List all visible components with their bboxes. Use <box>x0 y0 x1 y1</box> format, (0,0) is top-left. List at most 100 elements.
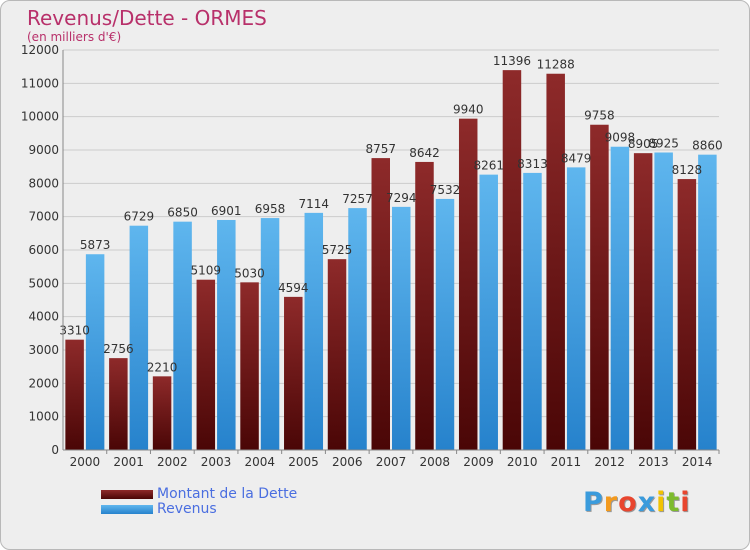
bar-dette <box>677 179 697 451</box>
data-label-dette: 8905 <box>628 137 659 151</box>
data-label-revenus: 6729 <box>124 210 155 224</box>
data-label-dette: 5725 <box>322 243 353 257</box>
data-label-dette: 9940 <box>453 103 484 117</box>
bar-revenus <box>392 206 411 450</box>
bar-dette <box>240 282 259 450</box>
legend-swatch-debt <box>101 490 153 499</box>
chart-subtitle: (en milliers d'€) <box>27 30 122 44</box>
bar-dette <box>371 158 390 450</box>
bar-revenus <box>698 154 717 450</box>
bar-dette <box>152 376 172 450</box>
bar-revenus <box>304 212 324 450</box>
bar-revenus <box>610 146 630 450</box>
x-tick-label: 2014 <box>682 455 713 469</box>
data-label-revenus: 7257 <box>342 192 373 206</box>
bar-revenus <box>566 167 586 450</box>
bar-dette <box>109 358 128 450</box>
x-tick-label: 2004 <box>245 455 276 469</box>
data-label-revenus: 8860 <box>692 139 723 153</box>
bar-dette <box>633 153 653 450</box>
x-tick-label: 2005 <box>288 455 319 469</box>
data-label-dette: 8757 <box>365 142 396 156</box>
x-tick-label: 2003 <box>201 455 232 469</box>
data-label-dette: 11288 <box>537 58 575 72</box>
y-tick-label: 0 <box>51 443 59 457</box>
y-tick-label: 1000 <box>28 410 59 424</box>
data-label-dette: 5030 <box>234 266 265 280</box>
logo-letter: i <box>680 487 691 518</box>
y-tick-label: 2000 <box>28 376 59 390</box>
bar-dette <box>502 70 522 450</box>
bar-revenus <box>479 174 498 450</box>
data-label-revenus: 8479 <box>561 151 592 165</box>
logo-letter: o <box>618 487 638 518</box>
logo-letter: P <box>583 487 604 518</box>
x-tick-label: 2009 <box>463 455 494 469</box>
data-label-revenus: 5873 <box>80 238 111 252</box>
data-label-dette: 5109 <box>191 264 222 278</box>
data-label-dette: 8128 <box>672 163 703 177</box>
data-label-dette: 4594 <box>278 281 309 295</box>
x-tick-label: 2012 <box>594 455 625 469</box>
data-label-revenus: 6958 <box>255 202 286 216</box>
bar-revenus <box>348 208 367 450</box>
legend-label-debt: Montant de la Dette <box>157 486 298 502</box>
data-label-dette: 2756 <box>103 342 134 356</box>
data-label-revenus: 6901 <box>211 204 242 218</box>
bar-dette <box>458 118 478 451</box>
legend-item-debt: Montant de la Dette <box>101 486 401 503</box>
y-tick-label: 8000 <box>28 176 59 190</box>
x-tick-label: 2001 <box>113 455 144 469</box>
bar-revenus <box>217 219 236 450</box>
proxiti-logo: Proxiti <box>583 487 691 518</box>
logo-letter: i <box>656 487 667 518</box>
bar-revenus <box>435 198 455 450</box>
data-label-revenus: 7114 <box>299 197 330 211</box>
data-label-dette: 9758 <box>584 109 615 123</box>
x-tick-label: 2013 <box>638 455 669 469</box>
y-tick-label: 7000 <box>28 210 59 224</box>
bar-revenus <box>260 218 280 450</box>
data-label-revenus: 7294 <box>386 191 417 205</box>
x-tick-label: 2006 <box>332 455 363 469</box>
y-tick-label: 12000 <box>21 43 59 57</box>
bar-revenus <box>654 152 673 450</box>
bar-dette <box>65 339 84 450</box>
data-label-dette: 11396 <box>493 54 531 68</box>
bar-revenus <box>173 221 192 450</box>
bar-dette <box>284 296 303 450</box>
bar-revenus <box>85 254 105 450</box>
data-label-revenus: 6850 <box>167 206 198 220</box>
x-tick-label: 2002 <box>157 455 188 469</box>
data-label-dette: 2210 <box>147 360 178 374</box>
logo-letter: x <box>637 487 657 518</box>
bar-revenus <box>129 225 149 450</box>
data-label-revenus: 9098 <box>605 131 636 145</box>
x-tick-label: 2008 <box>419 455 450 469</box>
data-label-revenus: 8261 <box>473 159 504 173</box>
y-tick-label: 5000 <box>28 276 59 290</box>
legend-item-revenus: Revenus <box>101 501 401 518</box>
logo-letter: r <box>603 487 619 518</box>
bar-dette <box>327 259 347 450</box>
x-tick-label: 2011 <box>551 455 582 469</box>
chart-title: Revenus/Dette - ORMES <box>27 6 267 30</box>
y-tick-label: 3000 <box>28 343 59 357</box>
logo-letter: t <box>666 487 681 518</box>
y-tick-label: 6000 <box>28 243 59 257</box>
y-tick-label: 11000 <box>21 76 59 90</box>
bar-dette <box>415 161 434 450</box>
bar-dette <box>590 124 609 450</box>
data-label-revenus: 8925 <box>648 137 679 151</box>
x-tick-label: 2000 <box>70 455 101 469</box>
x-tick-label: 2007 <box>376 455 407 469</box>
bar-dette <box>196 279 216 450</box>
data-label-dette: 3310 <box>59 324 90 338</box>
legend-label-revenus: Revenus <box>157 501 217 517</box>
data-label-revenus: 8313 <box>517 157 548 171</box>
bar-dette <box>546 73 565 450</box>
x-tick-label: 2010 <box>507 455 538 469</box>
data-label-dette: 8642 <box>409 146 440 160</box>
